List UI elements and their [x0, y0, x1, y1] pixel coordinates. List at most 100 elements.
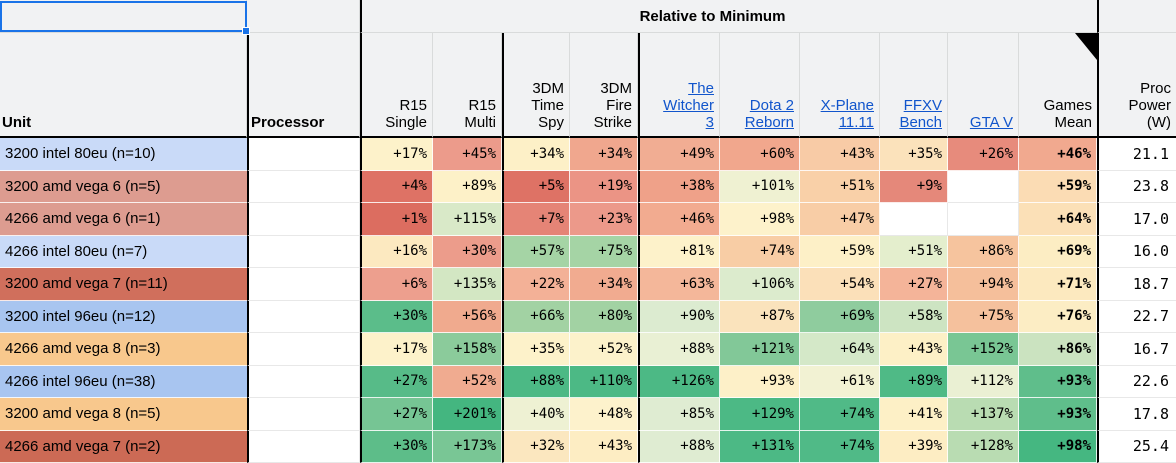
column-header-r15-single[interactable]: R15 Single — [360, 33, 433, 138]
value-cell[interactable]: +43% — [880, 333, 948, 366]
proc-power-cell[interactable]: 22.6 — [1097, 365, 1176, 398]
value-cell[interactable]: +87% — [720, 300, 800, 333]
merged-title-cell[interactable]: Relative to Minimum — [360, 0, 1097, 33]
value-cell[interactable]: +131% — [720, 430, 800, 463]
unit-cell[interactable]: 4266 intel 80eu (n=7) — [0, 235, 247, 268]
value-cell[interactable]: +56% — [433, 300, 502, 333]
value-cell[interactable]: +47% — [800, 203, 880, 236]
value-cell[interactable]: +23% — [570, 203, 638, 236]
value-cell[interactable]: +19% — [570, 170, 638, 203]
column-header-processor[interactable]: Processor — [247, 33, 360, 138]
column-header-3dm-time-spy[interactable]: 3DM Time Spy — [502, 33, 570, 138]
proc-power-cell[interactable]: 23.8 — [1097, 170, 1176, 203]
games-mean-cell[interactable]: +86% — [1019, 333, 1097, 366]
proc-power-cell[interactable]: 22.7 — [1097, 300, 1176, 333]
value-cell[interactable]: +46% — [638, 203, 720, 236]
value-cell[interactable]: +74% — [800, 398, 880, 431]
games-mean-cell[interactable]: +59% — [1019, 170, 1097, 203]
value-cell[interactable]: +173% — [433, 430, 502, 463]
value-cell[interactable]: +128% — [948, 430, 1019, 463]
games-mean-cell[interactable]: +93% — [1019, 365, 1097, 398]
value-cell[interactable]: +66% — [502, 300, 570, 333]
value-cell[interactable]: +9% — [880, 170, 948, 203]
proc-power-cell[interactable]: 18.7 — [1097, 268, 1176, 301]
column-header-proc-power[interactable]: Proc Power (W) — [1097, 33, 1176, 138]
value-cell[interactable]: +5% — [502, 170, 570, 203]
processor-cell[interactable] — [247, 300, 360, 333]
value-cell[interactable]: +86% — [948, 235, 1019, 268]
games-mean-cell[interactable]: +93% — [1019, 398, 1097, 431]
unit-cell[interactable]: 4266 amd vega 8 (n=3) — [0, 333, 247, 366]
value-cell[interactable]: +43% — [800, 138, 880, 171]
value-cell[interactable]: +49% — [638, 138, 720, 171]
value-cell[interactable]: +6% — [360, 268, 433, 301]
value-cell[interactable] — [880, 203, 948, 236]
value-cell[interactable]: +75% — [948, 300, 1019, 333]
processor-cell[interactable] — [247, 138, 360, 171]
value-cell[interactable]: +89% — [433, 170, 502, 203]
value-cell[interactable]: +54% — [800, 268, 880, 301]
value-cell[interactable]: +74% — [720, 235, 800, 268]
value-cell[interactable]: +7% — [502, 203, 570, 236]
column-header-dota2-link[interactable]: Dota 2 Reborn — [720, 33, 800, 138]
unit-cell[interactable]: 3200 amd vega 7 (n=11) — [0, 268, 247, 301]
value-cell[interactable]: +80% — [570, 300, 638, 333]
value-cell[interactable]: +1% — [360, 203, 433, 236]
column-header-unit[interactable]: Unit — [0, 33, 247, 138]
games-mean-cell[interactable]: +98% — [1019, 430, 1097, 463]
value-cell[interactable]: +57% — [502, 235, 570, 268]
value-cell[interactable]: +115% — [433, 203, 502, 236]
value-cell[interactable]: +75% — [570, 235, 638, 268]
unit-cell[interactable]: 4266 amd vega 7 (n=2) — [0, 430, 247, 463]
games-mean-cell[interactable]: +71% — [1019, 268, 1097, 301]
unit-cell[interactable]: 3200 intel 96eu (n=12) — [0, 300, 247, 333]
processor-cell[interactable] — [247, 203, 360, 236]
value-cell[interactable]: +88% — [638, 430, 720, 463]
value-cell[interactable]: +34% — [570, 268, 638, 301]
value-cell[interactable]: +27% — [360, 398, 433, 431]
cell-b1[interactable] — [247, 0, 360, 33]
value-cell[interactable]: +152% — [948, 333, 1019, 366]
value-cell[interactable]: +30% — [433, 235, 502, 268]
corner-triangle-icon[interactable] — [1075, 33, 1097, 60]
unit-cell[interactable]: 4266 intel 96eu (n=38) — [0, 365, 247, 398]
column-header-xplane-link[interactable]: X-Plane 11.11 — [800, 33, 880, 138]
processor-cell[interactable] — [247, 365, 360, 398]
games-mean-cell[interactable]: +46% — [1019, 138, 1097, 171]
value-cell[interactable]: +137% — [948, 398, 1019, 431]
value-cell[interactable]: +85% — [638, 398, 720, 431]
value-cell[interactable]: +64% — [800, 333, 880, 366]
proc-power-cell[interactable]: 17.8 — [1097, 398, 1176, 431]
games-mean-cell[interactable]: +64% — [1019, 203, 1097, 236]
proc-power-cell[interactable]: 17.0 — [1097, 203, 1176, 236]
value-cell[interactable] — [948, 170, 1019, 203]
cell-power-r1[interactable] — [1097, 0, 1176, 33]
value-cell[interactable]: +48% — [570, 398, 638, 431]
column-header-witcher3-link[interactable]: The Witcher 3 — [638, 33, 720, 138]
unit-cell[interactable]: 3200 intel 80eu (n=10) — [0, 138, 247, 171]
value-cell[interactable]: +126% — [638, 365, 720, 398]
value-cell[interactable]: +32% — [502, 430, 570, 463]
value-cell[interactable]: +158% — [433, 333, 502, 366]
value-cell[interactable]: +61% — [800, 365, 880, 398]
value-cell[interactable]: +34% — [502, 138, 570, 171]
value-cell[interactable]: +35% — [880, 138, 948, 171]
value-cell[interactable]: +98% — [720, 203, 800, 236]
value-cell[interactable]: +112% — [948, 365, 1019, 398]
value-cell[interactable]: +89% — [880, 365, 948, 398]
column-header-r15-multi[interactable]: R15 Multi — [433, 33, 502, 138]
value-cell[interactable]: +129% — [720, 398, 800, 431]
selection-fill-handle[interactable] — [242, 27, 250, 35]
value-cell[interactable]: +38% — [638, 170, 720, 203]
value-cell[interactable]: +30% — [360, 300, 433, 333]
value-cell[interactable]: +88% — [502, 365, 570, 398]
processor-cell[interactable] — [247, 398, 360, 431]
value-cell[interactable]: +22% — [502, 268, 570, 301]
value-cell[interactable]: +106% — [720, 268, 800, 301]
value-cell[interactable]: +27% — [360, 365, 433, 398]
value-cell[interactable]: +30% — [360, 430, 433, 463]
value-cell[interactable]: +201% — [433, 398, 502, 431]
value-cell[interactable]: +81% — [638, 235, 720, 268]
value-cell[interactable]: +43% — [570, 430, 638, 463]
value-cell[interactable]: +90% — [638, 300, 720, 333]
